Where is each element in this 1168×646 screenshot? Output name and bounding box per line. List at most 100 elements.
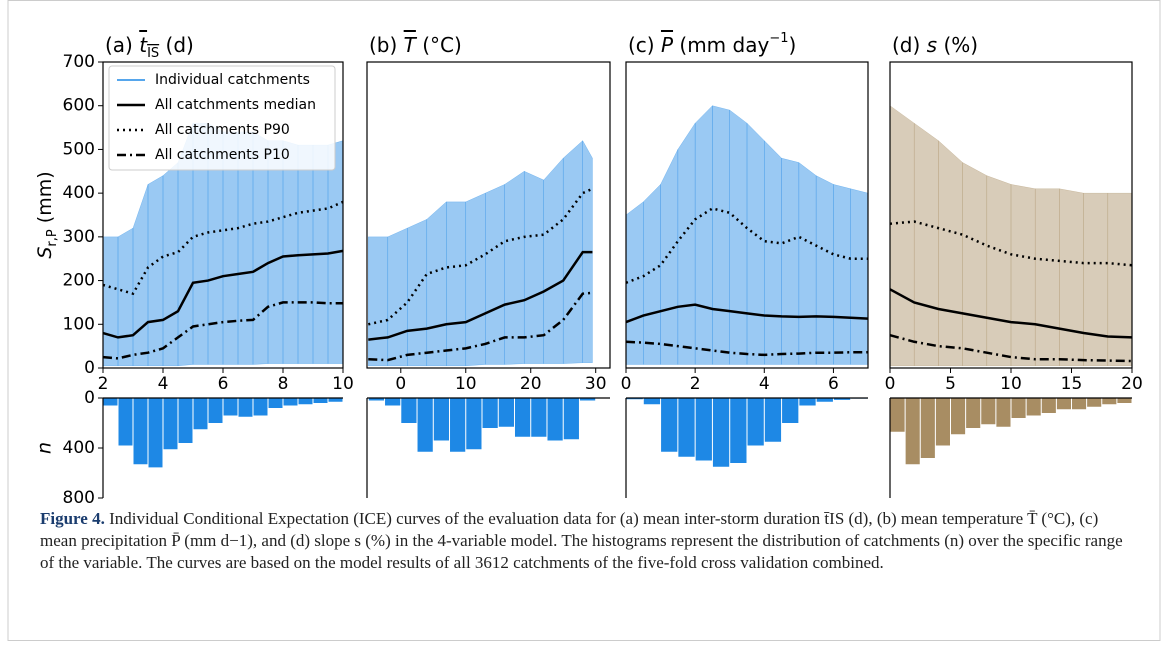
x-tick-label: 2 [98,374,109,394]
hist-y-label: n [34,442,56,454]
y-tick-label: 500 [63,139,95,159]
text-part: (mm day [673,33,769,57]
x-tick-label: 15 [1061,374,1083,394]
y-tick-label: 200 [63,271,95,291]
text-part: T [404,33,418,57]
text-part: IS [147,46,159,61]
y-tick-label: 800 [63,488,95,508]
text-part: s [927,33,937,57]
x-tick-label: 4 [158,374,169,394]
hist-bar [920,398,935,458]
catchment-band [781,157,800,365]
hist-bar [643,398,661,405]
text-part: (d) [892,33,927,57]
hist-bar [253,398,268,416]
legend-box [108,65,336,171]
hist-bar [514,398,531,437]
catchment-band [426,201,447,367]
catchment-band [850,188,869,365]
catchment-band [282,140,299,364]
catchment-band [485,184,505,365]
legend-label: All catchments P10 [155,147,290,163]
catchment-band [815,175,834,365]
x-tick-label: 6 [828,374,839,394]
catchment-band [465,192,486,367]
text-part: (%) [937,33,978,57]
catchment-band [913,122,939,367]
hist-bar [1041,398,1056,413]
hist-bar [712,398,730,467]
hist-bar [208,398,223,423]
catchment-band [562,140,583,364]
panel-title: (d) s (%) [892,33,978,57]
hist-bar [661,398,678,452]
x-tick-label: 6 [218,374,229,394]
hist-bar [531,398,547,437]
curve [368,250,593,341]
catchment-band [1107,192,1133,367]
hist-bar [1056,398,1071,410]
text-part: (c) [628,33,661,57]
catchment-band [1010,184,1036,367]
y-tick-label: 0 [84,388,95,408]
curve [368,291,593,362]
caption: Figure 4. Individual Conditional Expecta… [40,508,1130,574]
curve [889,220,1133,267]
x-tick-label: 20 [1121,374,1143,394]
catchment-band [712,105,730,365]
figure-frame [7,0,1161,641]
text-part: (b) [369,33,404,57]
catchment-band [764,140,782,365]
hist-bar [178,398,193,443]
hist-bar [782,398,799,423]
catchment-band [1059,188,1084,367]
catchment-band [694,105,713,365]
hist-bar [466,398,482,450]
catchment-band [407,218,428,367]
hist-bar [547,398,563,441]
legend-label: All catchments median [155,97,316,113]
catchment-band [267,140,284,364]
catchment-band [625,201,644,365]
panel-title: (c) P (mm day−1) [628,31,796,57]
catchment-band [543,157,564,364]
hist-bar [133,398,148,465]
hist-bar [385,398,401,406]
curve [625,340,868,357]
hist-bar [905,398,920,465]
curve [102,249,344,339]
hist-bar [764,398,782,442]
catchment-band [677,122,696,365]
hist-bar [313,398,328,403]
hist-bar [298,398,313,405]
catchment-band [504,170,525,365]
catchment-band [1083,192,1109,367]
catchment-band [729,109,748,365]
catchment-band [162,161,179,367]
catchment-band [889,105,915,367]
hist-bar [482,398,498,428]
x-tick-label: 8 [278,374,289,394]
curve [625,207,868,284]
catchment-band [117,227,134,367]
hist-bar [238,398,253,417]
hist-bar [563,398,579,440]
catchment-band [147,175,164,367]
hist-bar [223,398,238,416]
x-tick-label: 10 [455,374,477,394]
hist-bar [626,398,643,400]
x-tick-label: 20 [520,374,542,394]
hist-bar [401,398,417,423]
hist-bar [1102,398,1117,405]
hist-bar [695,398,712,461]
catchment-band [643,183,661,365]
hist-bar [118,398,133,446]
curve [889,288,1133,339]
hist-bar [1072,398,1087,410]
hist-bar [799,398,816,406]
x-tick-label: 0 [621,374,632,394]
plot-frame [366,61,611,369]
x-tick-label: 0 [395,374,406,394]
y-tick-label: 400 [63,183,95,203]
